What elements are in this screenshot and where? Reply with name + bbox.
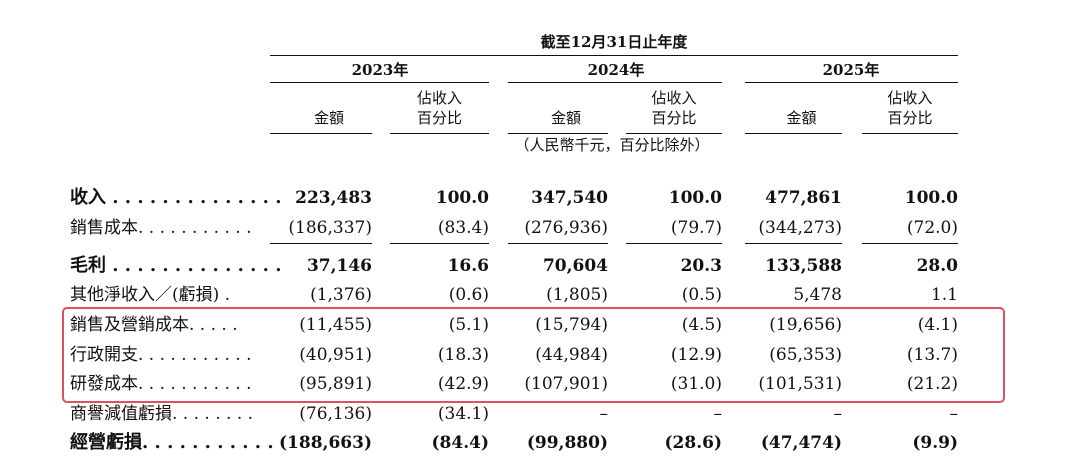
cell: 5,478 [793,285,842,305]
unit-note: （人民幣千元，百分比除外） [514,136,710,154]
row-label: 其他淨收入／(虧損) . [70,285,231,305]
period-header: 截至12月31日止年度 [540,33,688,51]
rule [626,243,722,244]
rule [745,243,842,244]
cell: (4.1) [917,315,958,335]
row-label: 行政開支. . . . . . . . . . . [70,345,252,365]
cell: – [949,404,959,424]
cell: (47,474) [760,433,842,453]
cell: (99,880) [526,433,608,453]
cell: 347,540 [531,188,608,208]
cell: (11,455) [299,315,372,335]
rule [270,243,372,244]
cell: (95,891) [299,374,372,394]
rule [270,82,489,83]
cell: (84.4) [431,433,490,453]
cell: 133,588 [765,256,842,276]
percent-header: 佔收入 [887,89,933,107]
rule [508,133,608,134]
cell: (0.5) [681,285,722,305]
percent-header: 百分比 [416,109,462,127]
cell: 477,861 [765,188,842,208]
cell: (276,936) [524,218,608,238]
cell: (40,951) [299,345,372,365]
cell: (13.7) [906,345,958,365]
cell: (4.5) [681,315,722,335]
amount-header: 金額 [550,109,581,127]
rule [270,55,958,56]
cell: 1.1 [930,285,958,305]
cell: – [833,404,843,424]
cell: (12.9) [670,345,722,365]
year-header: 2024年 [587,61,645,79]
cell: (344,273) [758,218,842,238]
rule [508,82,722,83]
cell: (1,376) [310,285,372,305]
cell: 100.0 [435,188,489,208]
cell: (5.1) [448,315,489,335]
row-label: 收入 . . . . . . . . . . . . . . [70,187,282,208]
rule [745,82,958,83]
row-label: 經營虧損. . . . . . . . . . . [70,432,274,453]
amount-header: 金額 [786,109,817,127]
highlight-box [62,307,1005,403]
rule [270,133,372,134]
rule [390,243,489,244]
cell: 100.0 [668,188,722,208]
cell: 100.0 [904,188,958,208]
cell: 28.0 [916,256,958,276]
percent-header: 佔收入 [416,89,462,107]
percent-header: 百分比 [651,109,697,127]
row-label: 毛利 . . . . . . . . . . . . . . [70,255,282,276]
cell: (72.0) [906,218,958,238]
amount-header: 金額 [313,109,344,127]
cell: – [599,404,609,424]
cell: (0.6) [448,285,489,305]
cell: (186,337) [288,218,372,238]
row-label: 銷售成本. . . . . . . . . . . [70,218,252,238]
cell: (1,805) [546,285,608,305]
cell: (188,663) [279,433,372,453]
cell: – [713,404,723,424]
cell: (76,136) [299,404,372,424]
cell: 223,483 [295,188,372,208]
cell: (21.2) [906,374,958,394]
cell: (107,901) [524,374,608,394]
cell: (15,794) [535,315,608,335]
row-label: 商譽減值虧損. . . . . . . . [70,404,254,424]
cell: 20.3 [680,256,722,276]
cell: 16.6 [447,256,489,276]
cell: (18.3) [437,345,489,365]
cell: (65,353) [769,345,842,365]
cell: (79.7) [670,218,722,238]
cell: (101,531) [758,374,842,394]
rule [745,133,842,134]
cell: (31.0) [670,374,722,394]
cell: (19,656) [769,315,842,335]
percent-header: 佔收入 [651,89,697,107]
cell: 70,604 [542,256,608,276]
percent-header: 百分比 [887,109,933,127]
row-label: 銷售及營銷成本. . . . . [70,315,238,335]
year-header: 2023年 [351,61,409,79]
cell: (34.1) [437,404,489,424]
cell: (28.6) [664,433,723,453]
cell: (83.4) [437,218,489,238]
rule [508,243,608,244]
cell: (44,984) [535,345,608,365]
rule [626,133,722,134]
year-header: 2025年 [822,61,880,79]
row-label: 研發成本. . . . . . . . . . . [70,374,252,394]
cell: (9.9) [912,433,958,453]
cell: (42.9) [437,374,489,394]
rule [390,133,489,134]
rule [862,243,958,244]
cell: 37,146 [306,256,372,276]
rule [862,133,958,134]
